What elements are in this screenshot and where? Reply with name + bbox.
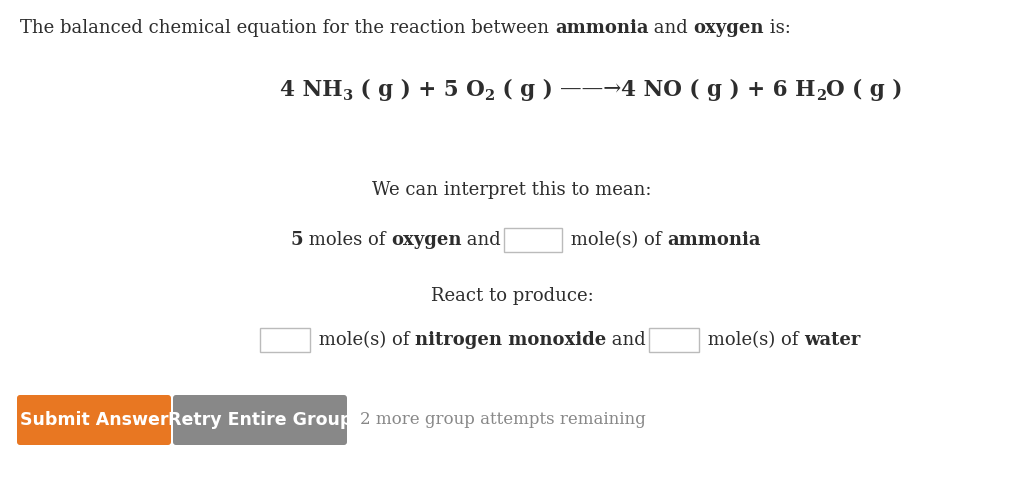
Text: 3: 3 — [343, 89, 352, 103]
Text: We can interpret this to mean:: We can interpret this to mean: — [373, 181, 651, 199]
Text: oxygen: oxygen — [391, 231, 461, 249]
Text: ( g ): ( g ) — [495, 79, 560, 101]
Text: oxygen: oxygen — [693, 19, 764, 37]
Text: mole(s) of: mole(s) of — [313, 331, 415, 349]
Bar — [649, 328, 699, 352]
Text: 2 more group attempts remaining: 2 more group attempts remaining — [360, 411, 646, 428]
Text: mole(s) of: mole(s) of — [702, 331, 804, 349]
Text: ammonia: ammonia — [667, 231, 761, 249]
Text: nitrogen monoxide: nitrogen monoxide — [415, 331, 606, 349]
Text: 4 NH: 4 NH — [280, 79, 343, 101]
Text: 2: 2 — [816, 89, 826, 103]
Bar — [260, 328, 310, 352]
Text: Retry Entire Group: Retry Entire Group — [168, 411, 352, 429]
Text: Submit Answer: Submit Answer — [19, 411, 168, 429]
Text: mole(s) of: mole(s) of — [565, 231, 667, 249]
FancyBboxPatch shape — [17, 395, 171, 445]
Text: O ( g ): O ( g ) — [826, 79, 902, 101]
Text: and: and — [648, 19, 693, 37]
FancyBboxPatch shape — [173, 395, 347, 445]
Text: moles of: moles of — [303, 231, 391, 249]
Text: ammonia: ammonia — [555, 19, 648, 37]
Text: and: and — [606, 331, 646, 349]
Text: 5: 5 — [290, 231, 303, 249]
Text: water: water — [804, 331, 860, 349]
Text: 2: 2 — [484, 89, 495, 103]
Text: The balanced chemical equation for the reaction between: The balanced chemical equation for the r… — [20, 19, 555, 37]
Text: is:: is: — [764, 19, 792, 37]
Text: ( g ) + 5 O: ( g ) + 5 O — [352, 79, 484, 101]
Text: and: and — [461, 231, 501, 249]
Text: 4 NO ( g ) + 6 H: 4 NO ( g ) + 6 H — [622, 79, 816, 101]
Bar — [504, 228, 562, 252]
Text: ——→: ——→ — [560, 79, 622, 101]
Text: React to produce:: React to produce: — [431, 287, 593, 305]
